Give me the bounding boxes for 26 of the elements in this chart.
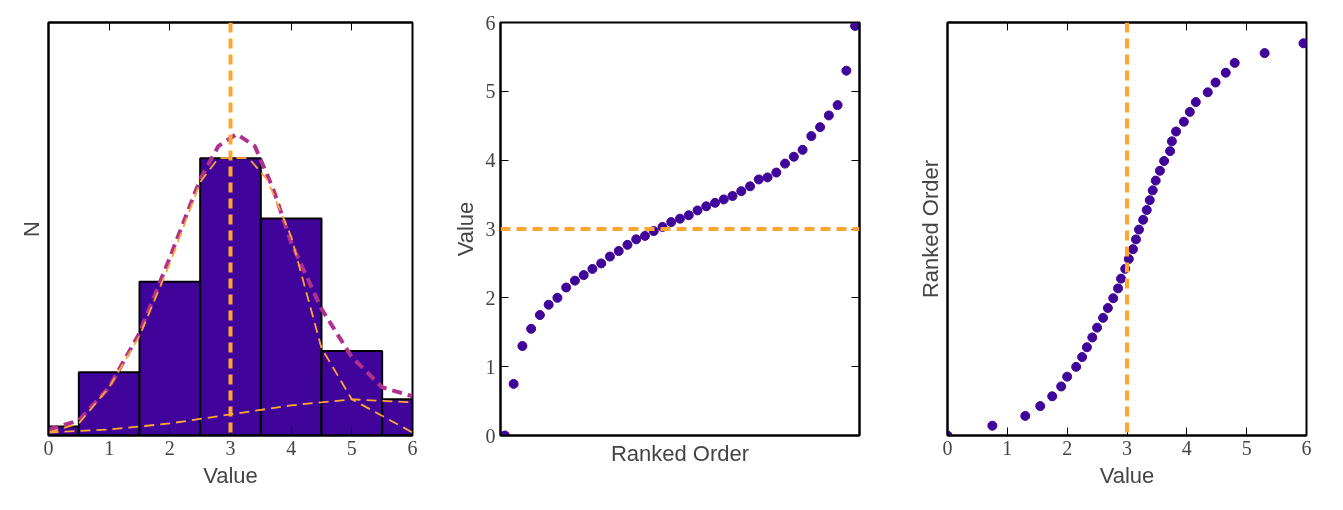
y-axis-title: Ranked Order (917, 159, 943, 299)
x-tick-label: 6 (1301, 436, 1312, 459)
x-tick-label: 4 (286, 436, 297, 459)
x-tick-label: 5 (346, 436, 357, 459)
x-tick-label: 2 (164, 436, 175, 459)
y-tick-label: 4 (485, 149, 496, 172)
x-axis-title: Value (203, 462, 258, 488)
y-tick-label: 2 (485, 286, 496, 309)
x-tick-label: 6 (407, 436, 418, 459)
x-tick-label: 2 (1062, 436, 1073, 459)
x-tick-label: 3 (225, 436, 236, 459)
x-tick-label: 5 (1241, 436, 1252, 459)
y-tick-label: 3 (485, 218, 496, 240)
x-tick-label: 4 (1181, 436, 1192, 459)
x-axis-title: Value (1099, 462, 1155, 488)
y-tick-label: 6 (485, 11, 496, 34)
x-tick-label: 3 (1122, 436, 1132, 459)
y-tick-label: 1 (485, 355, 496, 378)
x-tick-label: 0 (942, 436, 953, 459)
y-axis-title: N (18, 221, 44, 237)
y-axis-title: Value (452, 201, 478, 257)
x-axis-title: Ranked Order (610, 440, 750, 466)
x-tick-label: 0 (43, 436, 54, 459)
y-tick-label: 5 (485, 80, 496, 103)
x-tick-label: 1 (104, 436, 115, 459)
x-tick-label: 1 (1002, 436, 1013, 459)
